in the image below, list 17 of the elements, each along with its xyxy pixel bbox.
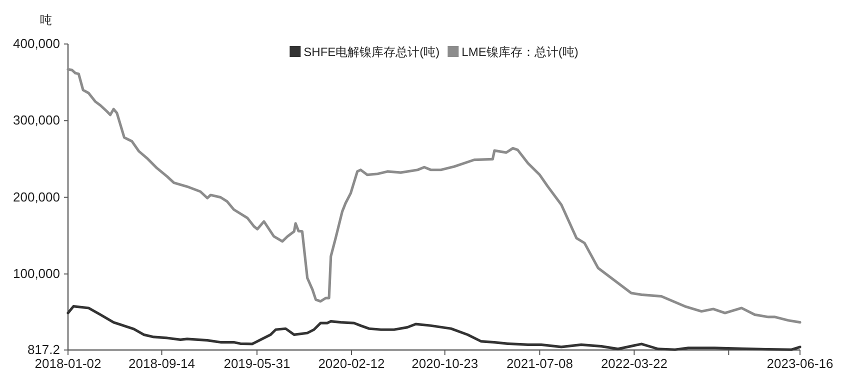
y-tick-label: 817.2: [27, 342, 60, 357]
x-tick-label: 2022-03-22: [600, 356, 668, 371]
x-tick-label: 2019-05-31: [224, 356, 290, 371]
y-tick-label: 300,000: [13, 112, 60, 128]
x-tick-label: 2023-06-16: [766, 356, 834, 371]
x-tick-label: 2020-10-23: [412, 356, 478, 371]
legend-label: LME镍库存：总计(吨): [462, 45, 578, 59]
x-tick-label: 2018-09-14: [128, 356, 195, 371]
y-tick-label: 100,000: [13, 266, 60, 281]
y-axis-title: 吨: [40, 13, 52, 27]
x-tick-label: 2021-07-08: [506, 356, 573, 371]
x-tick-label: 2018-01-02: [34, 356, 102, 371]
legend-label: SHFE电解镍库存总计(吨): [304, 45, 440, 59]
y-tick-label: 200,000: [13, 189, 60, 204]
line-series: [66, 68, 802, 324]
x-tick-label: 2020-02-12: [318, 356, 385, 371]
y-tick-label: 400,000: [13, 36, 60, 51]
